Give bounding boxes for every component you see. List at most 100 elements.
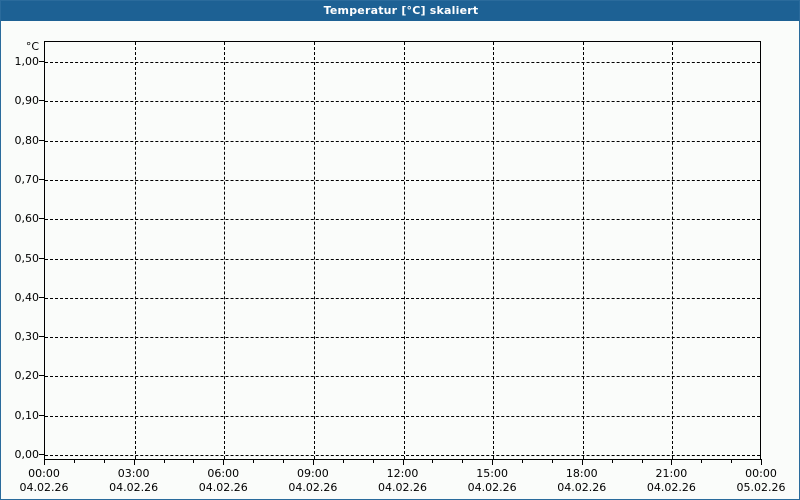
x-axis-tick-minor: [462, 459, 464, 463]
y-axis-label-group: °C 1,00 0,90 0,80 0,70 0,60 0,50 0,40 0,30 0,20 0…: [1, 21, 40, 499]
x-axis-tick-label-date: 04.02.26: [467, 481, 517, 494]
x-axis-tick-minor: [73, 459, 75, 463]
x-axis-tick-minor: [342, 459, 344, 463]
y-gridline: [45, 455, 760, 456]
x-axis-tick-major: [761, 459, 762, 465]
y-gridline: [45, 101, 760, 103]
y-gridline: [45, 337, 760, 339]
x-axis-tick-label: 15:00 04.02.26: [447, 467, 537, 495]
y-axis-tick: [39, 336, 44, 338]
x-axis-tick-minor: [522, 459, 523, 463]
x-axis-tick-minor: [731, 459, 733, 463]
x-axis-tick-label: 12:00 04.02.26: [358, 467, 448, 495]
x-gridline: [134, 42, 136, 459]
y-axis-tick-label: 0,80: [14, 133, 40, 147]
y-axis-tick-label: 0,90: [14, 94, 40, 108]
y-axis-tick-label: 0,50: [14, 251, 40, 265]
x-axis-tick-minor: [163, 459, 165, 463]
x-axis-tick-label-time: 06:00: [207, 467, 240, 480]
y-gridline: [45, 140, 760, 142]
x-axis-tick-minor: [103, 459, 105, 463]
y-gridline: [45, 258, 760, 260]
x-axis-tick-label: 21:00 04.02.26: [626, 467, 716, 495]
x-axis-tick-label-date: 04.02.26: [557, 481, 607, 494]
y-axis-tick-label: 0,20: [14, 369, 40, 383]
x-axis-tick-major: [223, 459, 225, 465]
x-axis-tick-major: [671, 459, 673, 465]
y-gridline: [45, 179, 760, 181]
x-axis-tick-minor: [432, 459, 434, 463]
y-axis-tick: [39, 218, 44, 220]
x-axis-tick-major: [44, 459, 45, 465]
x-gridline: [224, 42, 226, 459]
y-axis-tick-label: 0,40: [14, 290, 40, 304]
x-axis-tick-label-time: 09:00: [297, 467, 329, 480]
x-axis-tick-label: 18:00 04.02.26: [537, 467, 627, 495]
page-title: Temperatur [°C] skaliert: [323, 4, 479, 17]
x-axis-tick-label-time: 21:00: [655, 467, 688, 480]
x-axis-tick-major: [402, 459, 404, 465]
x-axis-tick-label-time: 00:00: [28, 467, 60, 480]
y-axis-tick: [39, 414, 44, 416]
y-axis-tick: [39, 454, 44, 455]
x-axis-tick-label-time: 03:00: [117, 467, 150, 480]
y-axis-tick: [39, 178, 44, 180]
plot-area: [44, 41, 761, 459]
x-axis-tick-minor: [253, 459, 255, 463]
x-axis-tick-minor: [372, 459, 374, 463]
x-axis-tick-major: [492, 459, 494, 465]
x-axis-tick-label-time: 15:00: [476, 467, 508, 480]
y-axis-tick-label: 0,30: [14, 330, 40, 344]
y-axis-tick: [39, 375, 44, 377]
x-gridline: [672, 42, 674, 459]
y-gridline: [45, 415, 760, 417]
x-axis-tick-minor: [701, 459, 703, 463]
window-title-bar: Temperatur [°C] skaliert: [1, 1, 799, 21]
chart-canvas: °C 1,00 0,90 0,80 0,70 0,60 0,50 0,40 0,30 0,20 0…: [1, 21, 799, 499]
x-gridline: [493, 42, 495, 459]
x-axis-tick-minor: [641, 459, 643, 463]
x-axis-tick-minor: [283, 459, 284, 463]
x-axis-tick-label-time: 12:00: [386, 467, 419, 480]
x-axis-tick-major: [312, 459, 314, 465]
x-axis-tick-label-date: 04.02.26: [109, 481, 159, 494]
y-gridline: [45, 219, 760, 221]
y-axis-tick-label: 0,10: [14, 408, 40, 422]
x-axis-tick-label-date: 04.02.26: [19, 481, 69, 494]
x-axis-tick-label: 09:00 04.02.26: [268, 467, 358, 495]
y-gridline: [45, 62, 760, 63]
x-axis-tick-label-time: 18:00: [565, 467, 598, 480]
x-axis-tick-major: [133, 459, 135, 465]
x-axis-tick-label-date: 05.02.26: [736, 481, 786, 494]
x-gridline: [313, 42, 315, 459]
y-axis-tick-label: 0,60: [14, 212, 40, 226]
y-axis-tick: [39, 257, 44, 259]
x-axis-tick-label-date: 04.02.26: [288, 481, 338, 494]
y-gridline: [45, 297, 760, 299]
x-gridline: [582, 42, 584, 459]
x-axis-tick-label: 00:00 05.02.26: [716, 467, 799, 495]
y-axis-tick: [39, 100, 44, 102]
x-axis-label-group: 00:00 04.02.26 03:00 04.02.26 06:00 04.02.26 0…: [1, 467, 799, 499]
y-axis-tick-label: 0,70: [14, 172, 40, 186]
y-axis-tick-label: 0,00: [14, 448, 40, 461]
y-gridline: [45, 376, 760, 378]
x-axis-tick-label-date: 04.02.26: [198, 481, 248, 494]
x-axis-tick-major: [581, 459, 583, 465]
x-axis-tick-label-date: 04.02.26: [378, 481, 427, 494]
y-axis-tick: [39, 296, 44, 298]
x-axis-tick-label: 00:00 04.02.26: [1, 467, 89, 495]
x-axis-tick-minor: [611, 459, 613, 463]
x-axis-tick-label-time: 00:00: [745, 467, 777, 480]
x-axis-tick-label: 03:00 04.02.26: [89, 467, 179, 495]
x-gridline: [403, 42, 405, 459]
x-axis-tick-minor: [193, 459, 195, 463]
y-axis-unit-label: °C: [25, 40, 39, 53]
y-axis-tick: [39, 139, 44, 141]
x-axis-tick-label-date: 04.02.26: [646, 481, 696, 494]
x-axis-tick-label: 06:00 04.02.26: [178, 467, 268, 495]
y-axis-tick-label: 1,00: [14, 55, 40, 68]
x-axis-tick-minor: [551, 459, 553, 463]
y-axis-tick: [39, 61, 44, 62]
